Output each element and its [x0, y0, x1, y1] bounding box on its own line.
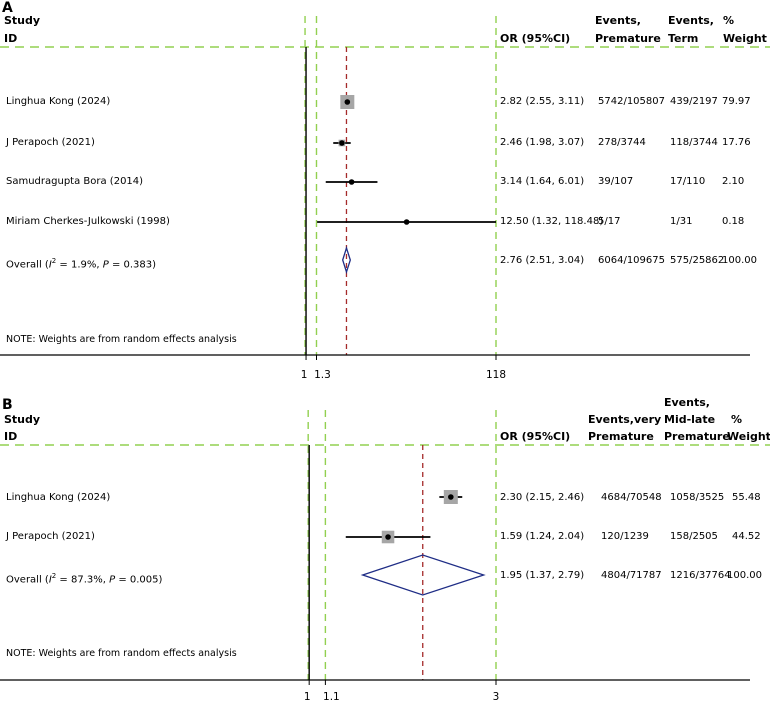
panel-b-point-estimate — [385, 534, 391, 540]
panel-b-study-events2: 158/2505 — [670, 531, 718, 542]
panel-b-study-name: Linghua Kong (2024) — [6, 492, 111, 503]
panel-b-overall-weight: 100.00 — [727, 570, 762, 581]
panel-b-label: B — [2, 397, 13, 413]
panel-a-study-events2: 118/3744 — [670, 137, 718, 148]
panel-a-overall-or: 2.76 (2.51, 3.04) — [500, 255, 585, 266]
panel-a-header-events1-l2: Premature — [595, 32, 661, 45]
panel-a-study-weight: 2.10 — [722, 176, 745, 187]
panel-a-point-estimate — [348, 179, 355, 185]
panel-a-study-or: 12.50 (1.32, 118.48) — [500, 216, 604, 227]
panel-b-overall-events1: 4804/71787 — [601, 570, 662, 581]
panel-b-overall-label: Overall (I2 = 87.3%, P = 0.005) — [6, 572, 163, 586]
panel-a-header-id: ID — [4, 32, 18, 45]
panel-a-study-events2: 439/2197 — [670, 96, 718, 107]
panel-a-study-events1: 39/107 — [598, 176, 634, 187]
panel-b-study-events1: 120/1239 — [601, 531, 649, 542]
panel-a-x-tick-label: 118 — [486, 369, 506, 381]
panel-a-study-weight: 0.18 — [722, 216, 745, 227]
panel-a-study-or: 2.46 (1.98, 3.07) — [500, 137, 585, 148]
panel-a-note: NOTE: Weights are from random effects an… — [6, 334, 237, 345]
panel-b-study-weight: 44.52 — [732, 531, 761, 542]
panel-a-header-study: Study — [4, 14, 41, 27]
panel-a-overall-events2: 575/25862 — [670, 255, 725, 266]
panel-a-study-events1: 5742/105807 — [598, 96, 665, 107]
panel-b-point-estimate — [448, 494, 454, 500]
panel-b-x-tick-label: 3 — [493, 691, 500, 703]
panel-a-study-name: Samudragupta Bora (2014) — [6, 176, 144, 187]
panel-b-overall-or: 1.95 (1.37, 2.79) — [500, 570, 585, 581]
panel-b-header-id: ID — [4, 430, 18, 443]
panel-a-x-tick-label: 1.3 — [314, 369, 331, 381]
panel-a-study-name: Linghua Kong (2024) — [6, 96, 111, 107]
panel-a-study-events2: 17/110 — [670, 176, 706, 187]
panel-b-header-events2-l2: Premature — [664, 430, 730, 443]
panel-a-label: A — [2, 0, 13, 16]
panel-a-point-estimate — [403, 219, 410, 225]
panel-b-overall-events2: 1216/37764 — [670, 570, 731, 581]
panel-b-note: NOTE: Weights are from random effects an… — [6, 648, 237, 659]
panel-a-study-events2: 1/31 — [670, 216, 693, 227]
panel-a-study-or: 3.14 (1.64, 6.01) — [500, 176, 585, 187]
panel-a-header-weight-l2: Weight — [723, 32, 767, 45]
panel-a-header-events2-l1: Events, — [668, 14, 714, 27]
panel-a-overall-label: Overall (I2 = 1.9%, P = 0.383) — [6, 257, 157, 271]
panel-a-header-events2-l2: Term — [668, 32, 699, 45]
panel-b-header-events1-l2: Premature — [588, 430, 654, 443]
panel-b-study-weight: 55.48 — [732, 492, 761, 503]
panel-b-header-or: OR (95%CI) — [500, 430, 571, 443]
panel-a-study-events1: 5/17 — [598, 216, 621, 227]
panel-b-study-or: 2.30 (2.15, 2.46) — [500, 492, 585, 503]
panel-b-header-events2-l0: Events, — [664, 396, 710, 409]
panel-b-header-events1-l1: Events,very — [588, 413, 662, 426]
panel-a-point-estimate — [344, 99, 351, 105]
panel-a-overall-diamond — [342, 245, 351, 275]
panel-b-x-tick-label: 1.1 — [323, 691, 340, 703]
panel-a-header-weight-l1: % — [723, 14, 735, 27]
panel-a-study-weight: 17.76 — [722, 137, 751, 148]
panel-b-study-name: J Perapoch (2021) — [6, 531, 95, 542]
panel-a-header-events1-l1: Events, — [595, 14, 641, 27]
panel-a-overall-weight: 100.00 — [722, 255, 757, 266]
panel-b-x-tick-label: 1 — [304, 691, 311, 703]
panel-a-header-or: OR (95%CI) — [500, 32, 571, 45]
panel-a-x-tick-label: 1 — [301, 369, 308, 381]
panel-a-overall-events1: 6064/109675 — [598, 255, 665, 266]
panel-a-study-name: J Perapoch (2021) — [6, 137, 95, 148]
panel-a-study-weight: 79.97 — [722, 96, 751, 107]
panel-b-header-weight-l1: % — [731, 413, 743, 426]
panel-b-study-events1: 4684/70548 — [601, 492, 662, 503]
panel-b-overall-diamond — [360, 554, 486, 596]
panel-b-study-or: 1.59 (1.24, 2.04) — [500, 531, 585, 542]
panel-a-study-or: 2.82 (2.55, 3.11) — [500, 96, 585, 107]
panel-b-header-events2-l1: Mid-late — [664, 413, 716, 426]
panel-a-study-name: Miriam Cherkes-Julkowski (1998) — [6, 216, 170, 227]
panel-a-point-estimate — [339, 140, 345, 146]
panel-b-study-events2: 1058/3525 — [670, 492, 725, 503]
panel-a-study-events1: 278/3744 — [598, 137, 646, 148]
panel-b-header-weight-l2: Weight — [727, 430, 770, 443]
panel-b-header-study: Study — [4, 413, 41, 426]
